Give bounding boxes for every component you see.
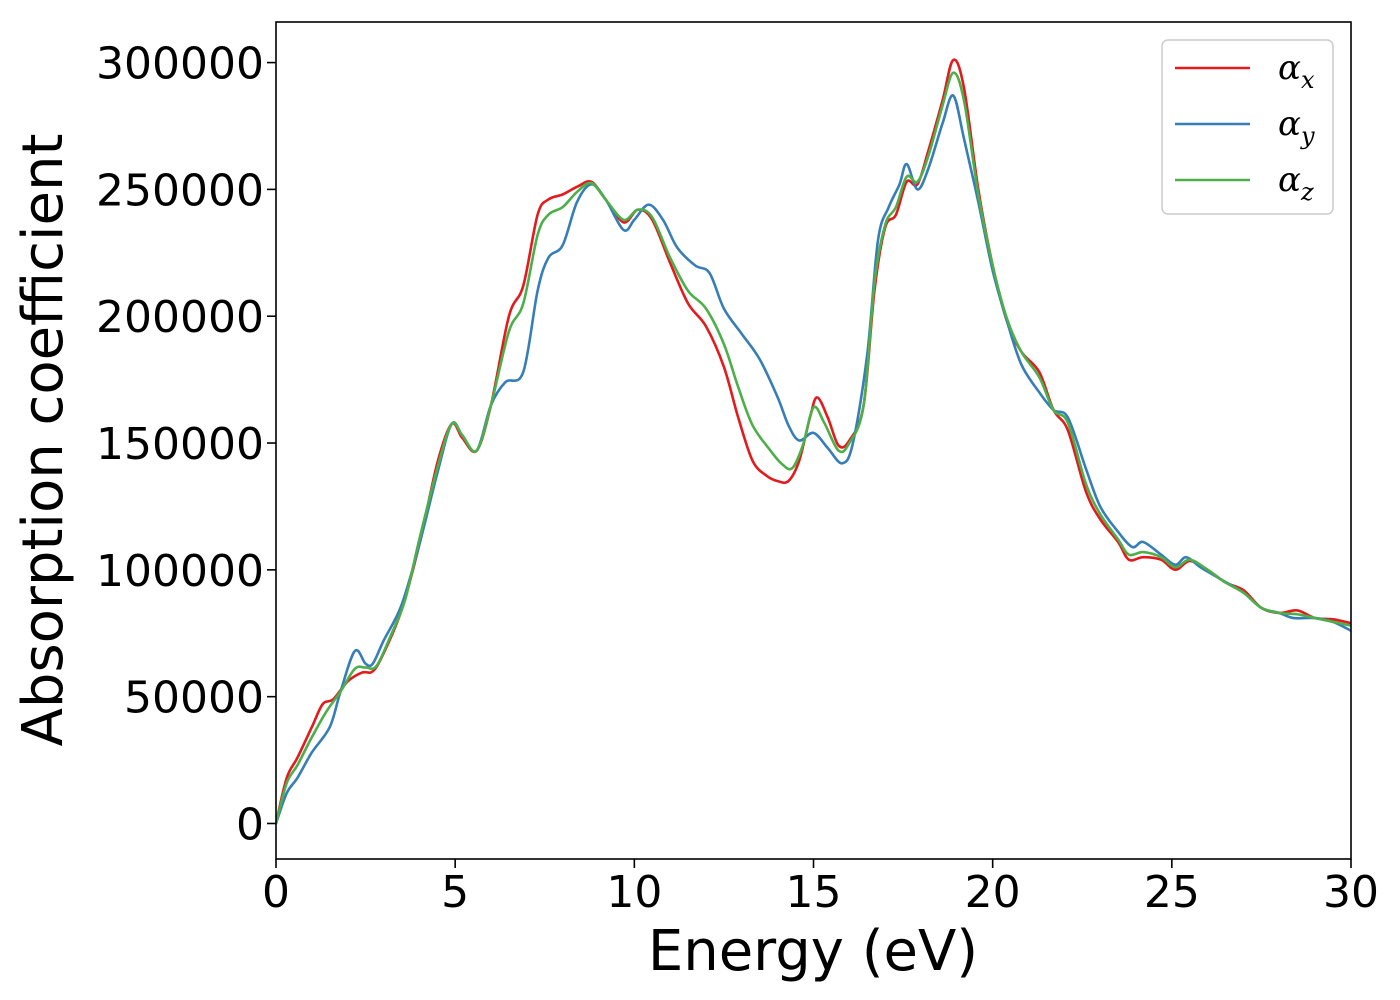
y-tick-label: 50000 (124, 673, 264, 724)
y-tick-label: 250000 (96, 165, 264, 216)
y-axis-label: Absorption coefficient (11, 134, 76, 747)
y-tick-label: 0 (236, 799, 264, 850)
x-tick-label: 25 (1144, 867, 1200, 918)
series-layer (276, 58, 1351, 825)
y-axis: 0 50000 100000 150000 200000 250000 300000 (96, 39, 276, 850)
x-tick-label: 30 (1323, 867, 1379, 918)
x-tick-label: 5 (441, 867, 469, 918)
x-axis-label: Energy (eV) (648, 919, 978, 984)
legend-box (1161, 39, 1334, 215)
x-tick-label: 10 (606, 867, 662, 918)
x-axis: 0 5 10 15 20 25 30 (262, 859, 1379, 918)
y-tick-label: 200000 (96, 292, 264, 343)
series-line-z (276, 71, 1351, 825)
legend-label-y: αy (1278, 104, 1315, 150)
y-tick-label: 300000 (96, 39, 264, 90)
legend: αx αy αz (1161, 39, 1334, 215)
y-tick-label: 150000 (96, 419, 264, 470)
x-tick-label: 20 (965, 867, 1021, 918)
y-tick-label: 100000 (96, 546, 264, 597)
x-tick-label: 0 (262, 867, 290, 918)
legend-label-x: αx (1278, 48, 1315, 94)
x-tick-label: 15 (786, 867, 842, 918)
legend-label-z: αz (1278, 160, 1314, 206)
